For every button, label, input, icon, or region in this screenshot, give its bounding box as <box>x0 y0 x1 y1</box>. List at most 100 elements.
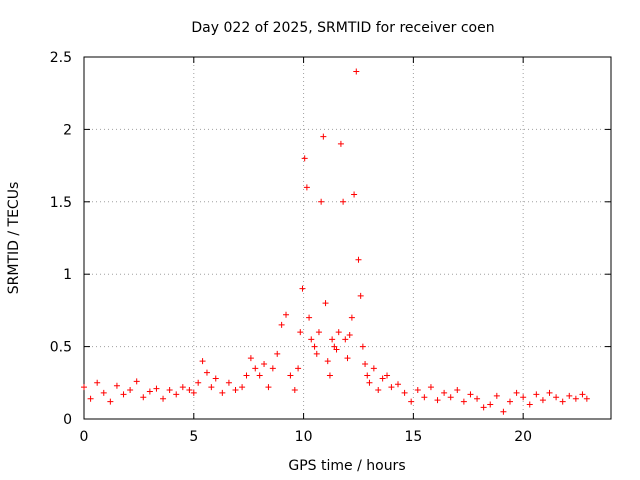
data-point <box>153 385 160 392</box>
data-point <box>553 394 560 401</box>
data-point <box>355 256 362 263</box>
y-axis-label: SRMTID / TECUs <box>6 182 22 295</box>
data-point <box>539 397 546 404</box>
x-tick-label: 10 <box>295 429 313 445</box>
data-point <box>303 184 310 191</box>
data-point <box>408 398 415 405</box>
y-tick-label: 2.5 <box>50 50 72 66</box>
axis-ticks: 0 5 10 15 20 0 0.5 1 1.5 2 2.5 <box>50 50 611 445</box>
data-point <box>295 365 302 372</box>
data-point <box>160 395 167 402</box>
data-point <box>186 387 193 394</box>
data-point <box>208 384 215 391</box>
data-point <box>173 391 180 398</box>
data-point <box>460 398 467 405</box>
data-point <box>127 387 134 394</box>
data-point <box>583 395 590 402</box>
y-tick-label: 1 <box>63 267 72 283</box>
data-point <box>306 314 313 321</box>
data-point <box>520 394 527 401</box>
data-point <box>100 389 107 396</box>
data-point <box>320 133 327 140</box>
x-tick-label: 5 <box>189 429 198 445</box>
data-point <box>454 387 461 394</box>
data-point <box>146 388 153 395</box>
data-point <box>533 391 540 398</box>
data-point <box>441 389 448 396</box>
data-point <box>395 381 402 388</box>
data-point <box>379 375 386 382</box>
data-point <box>384 372 391 379</box>
data-point <box>337 140 344 147</box>
data-point <box>140 394 147 401</box>
data-point <box>348 314 355 321</box>
data-point <box>133 378 140 385</box>
data-point <box>467 391 474 398</box>
chart-title: Day 022 of 2025, SRMTID for receiver coe… <box>191 20 494 36</box>
data-point <box>572 395 579 402</box>
data-point <box>421 394 428 401</box>
data-point <box>278 321 285 328</box>
x-tick-label: 15 <box>404 429 422 445</box>
data-point <box>346 332 353 339</box>
data-point <box>243 372 250 379</box>
data-point <box>353 68 360 75</box>
data-point <box>388 384 395 391</box>
data-point <box>81 384 87 391</box>
data-point <box>342 336 349 343</box>
data-point <box>212 375 219 382</box>
data-point <box>487 401 494 408</box>
data-point <box>559 398 566 405</box>
data-point <box>107 398 114 405</box>
x-tick-label: 0 <box>80 429 89 445</box>
data-point <box>359 343 366 350</box>
data-point <box>344 355 351 362</box>
y-tick-label: 0.5 <box>50 340 72 356</box>
data-point <box>199 358 206 365</box>
data-point <box>493 392 500 399</box>
grid-lines <box>84 57 611 419</box>
data-point <box>179 384 186 391</box>
data-point <box>362 360 369 367</box>
data-point <box>291 387 298 394</box>
x-tick-label: 20 <box>514 429 532 445</box>
data-point <box>326 372 333 379</box>
data-point <box>351 191 358 198</box>
data-point <box>447 394 454 401</box>
data-point <box>526 401 533 408</box>
data-point <box>297 329 304 336</box>
data-point <box>87 395 94 402</box>
data-point <box>357 292 364 299</box>
data-point <box>322 300 329 307</box>
data-point <box>434 397 441 404</box>
data-point <box>94 379 101 386</box>
data-point <box>225 379 232 386</box>
data-point <box>427 384 434 391</box>
data-point <box>287 372 294 379</box>
data-point <box>566 392 573 399</box>
data-point <box>340 198 347 205</box>
data-point <box>324 358 331 365</box>
data-point <box>513 389 520 396</box>
data-point <box>375 387 382 394</box>
plot-frame <box>83 56 612 420</box>
data-point <box>247 355 254 362</box>
data-point <box>366 379 373 386</box>
data-point <box>301 155 308 162</box>
data-point <box>313 350 320 357</box>
data-point <box>219 389 226 396</box>
data-point <box>265 384 272 391</box>
data-point <box>166 387 173 394</box>
data-point <box>203 369 210 376</box>
data-point <box>318 198 325 205</box>
y-tick-label: 1.5 <box>50 195 72 211</box>
data-point <box>252 365 259 372</box>
data-point <box>329 336 336 343</box>
data-point <box>546 389 553 396</box>
data-point <box>274 350 281 357</box>
data-point <box>232 387 239 394</box>
data-point <box>579 391 586 398</box>
data-point <box>113 382 120 389</box>
data-point <box>506 398 513 405</box>
